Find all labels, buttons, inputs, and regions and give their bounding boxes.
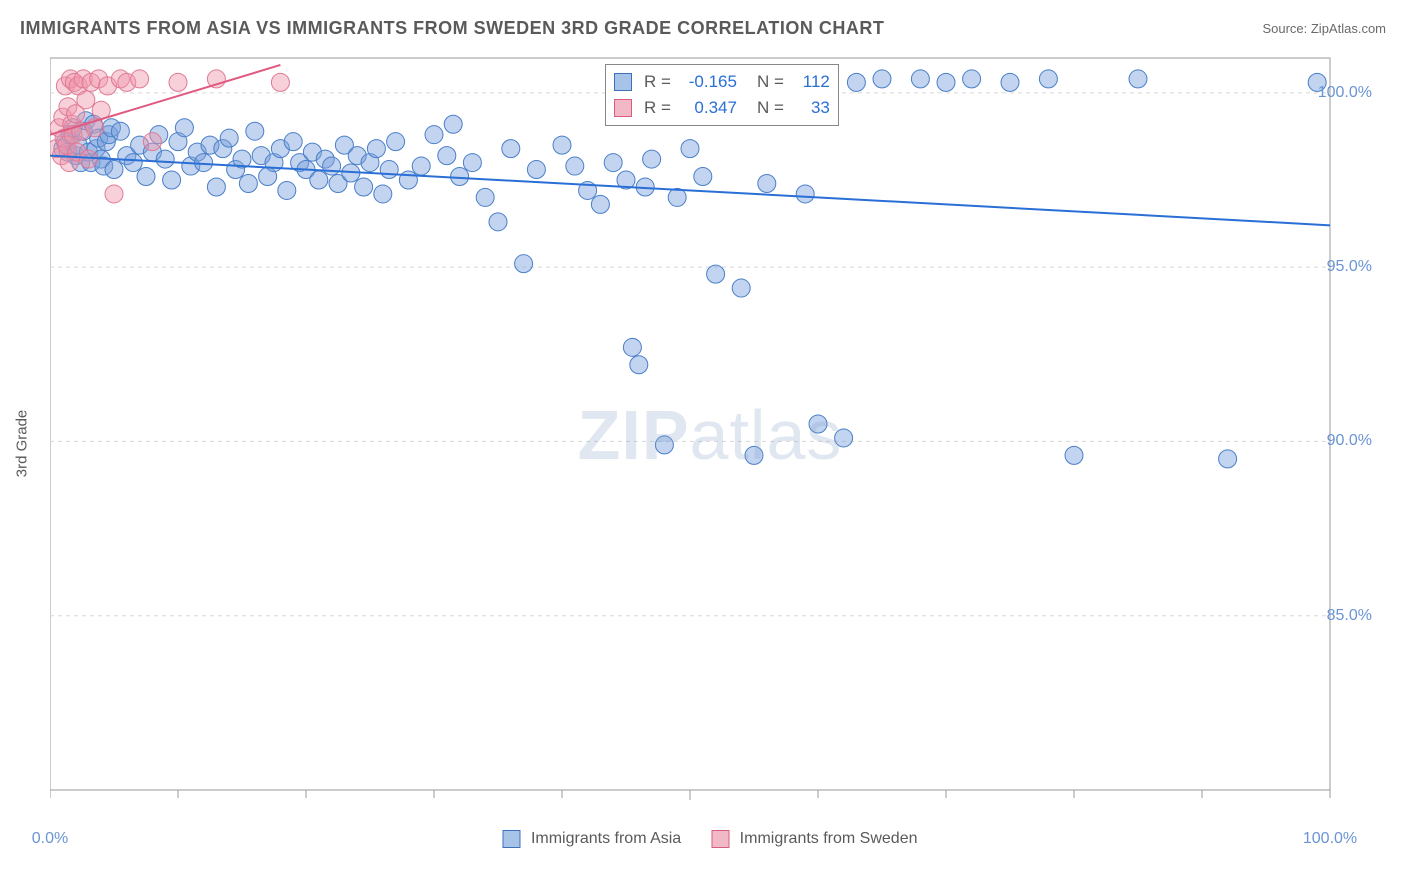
ytick-label: 95.0% (1327, 258, 1372, 276)
yaxis-label: 3rd Grade (14, 410, 31, 478)
legend-item-asia: Immigrants from Asia (502, 830, 681, 848)
stats-r-value: -0.165 (677, 69, 737, 95)
legend-label-sweden: Immigrants from Sweden (740, 830, 918, 847)
scatter-chart (50, 50, 1370, 820)
chart-container: 3rd Grade 100.0%95.0%90.0%85.0% 0.0%100.… (50, 50, 1370, 820)
ytick-label: 100.0% (1318, 84, 1372, 102)
stats-r-label: R = (644, 69, 671, 95)
stats-row: R =-0.165 N =112 (614, 69, 830, 95)
stats-swatch (614, 99, 632, 117)
legend-swatch-sweden (711, 830, 729, 848)
stats-swatch (614, 73, 632, 91)
legend-item-sweden: Immigrants from Sweden (711, 830, 917, 848)
stats-r-value: 0.347 (677, 95, 737, 121)
header: IMMIGRANTS FROM ASIA VS IMMIGRANTS FROM … (0, 0, 1406, 49)
stats-n-value: 33 (790, 95, 830, 121)
legend-label-asia: Immigrants from Asia (531, 830, 681, 847)
stats-row: R =0.347 N =33 (614, 95, 830, 121)
legend-swatch-asia (502, 830, 520, 848)
bottom-legend: Immigrants from Asia Immigrants from Swe… (502, 830, 917, 848)
stats-n-label: N = (757, 95, 784, 121)
stats-legend-box: R =-0.165 N =112 R =0.347 N =33 (605, 64, 839, 126)
stats-r-label: R = (644, 95, 671, 121)
chart-title: IMMIGRANTS FROM ASIA VS IMMIGRANTS FROM … (20, 18, 884, 39)
ytick-label: 85.0% (1327, 607, 1372, 625)
stats-n-label: N = (757, 69, 784, 95)
stats-n-value: 112 (790, 69, 830, 95)
xtick-label: 100.0% (1303, 830, 1357, 848)
xtick-label: 0.0% (32, 830, 68, 848)
source-label: Source: ZipAtlas.com (1262, 21, 1386, 36)
ytick-label: 90.0% (1327, 432, 1372, 450)
